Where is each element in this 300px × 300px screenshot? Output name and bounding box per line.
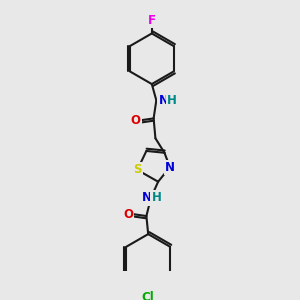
Text: F: F [148,14,156,27]
Text: H: H [167,94,177,107]
Text: N: N [159,94,169,107]
Text: N: N [142,191,152,205]
Text: O: O [123,208,133,221]
Text: O: O [130,114,140,127]
Text: Cl: Cl [142,291,155,300]
Text: S: S [133,164,142,176]
Text: N: N [165,161,175,174]
Text: H: H [152,191,161,205]
